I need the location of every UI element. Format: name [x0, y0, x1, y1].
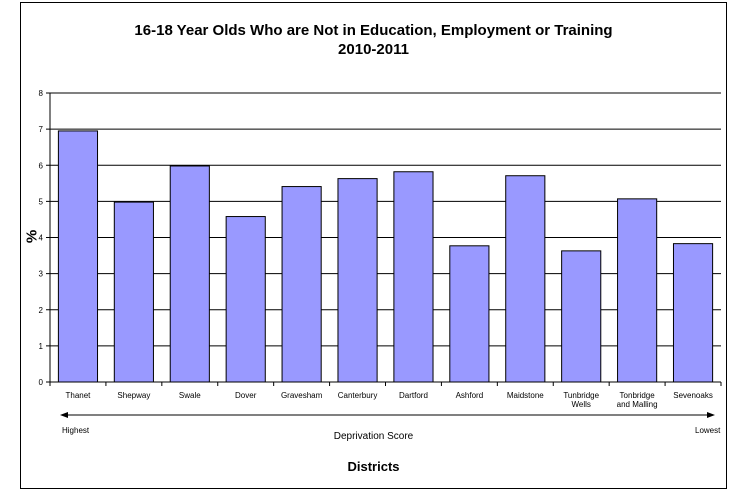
y-axis-label: % [23, 229, 41, 244]
y-tick-label: 1 [39, 342, 44, 351]
bar-canterbury [337, 178, 378, 383]
y-tick-label: 6 [39, 161, 44, 170]
x-tick-label: Swale [179, 391, 201, 400]
x-tick-label: Ashford [456, 391, 484, 400]
arrow-right-label: Lowest [695, 426, 721, 435]
chart-title-line-2: 2010-2011 [338, 41, 409, 58]
x-tick-label: Sevenoaks [673, 391, 713, 400]
bar-sevenoaks [672, 243, 714, 383]
bar-dartford [393, 171, 434, 383]
y-tick-label: 4 [39, 234, 44, 243]
deprivation-arrow [60, 412, 715, 418]
y-tick-label: 3 [39, 270, 44, 279]
y-tick-label: 5 [39, 197, 44, 206]
bar-thanet [57, 130, 99, 383]
arrow-head-left [60, 412, 68, 418]
x-tick-label: Gravesham [281, 391, 323, 400]
y-tick-label: 2 [39, 306, 44, 315]
y-tick-label: 8 [39, 89, 44, 98]
x-tick-label: Shepway [117, 391, 150, 400]
x-tick-label: Canterbury [338, 391, 378, 400]
axes: 0 1 2 3 4 5 6 7 8 Thanet Shepway Swale Dover Gravesha… [39, 89, 722, 409]
y-tick-label: 7 [39, 125, 44, 134]
bar-gravesham [281, 186, 322, 383]
bar-swale [169, 165, 210, 383]
bar-shepway [113, 201, 154, 383]
bars [57, 130, 714, 383]
x-tick-label: Thanet [66, 391, 92, 400]
bar-tunbridge-wells [561, 250, 602, 383]
x-tick-label: Tunbridge Wells [563, 391, 599, 409]
deprivation-score-label: Deprivation Score [333, 431, 414, 442]
x-tick-label: Dartford [399, 391, 428, 400]
bar-tonbridge-and-malling [617, 198, 658, 383]
x-tick-label: Maidstone [507, 391, 544, 400]
gridlines [50, 92, 721, 347]
y-tick-label: 0 [39, 378, 44, 387]
arrow-head-right [707, 412, 715, 418]
bar-ashford [449, 245, 490, 383]
x-tick-label: Dover [235, 391, 257, 400]
bar-dover [225, 216, 266, 383]
arrow-left-label: Highest [62, 426, 90, 435]
x-tick-label: Tonbridge and Malling [617, 391, 658, 409]
chart-title-line-1: 16-18 Year Olds Who are Not in Education… [134, 22, 613, 39]
bar-maidstone [505, 175, 546, 383]
x-axis-label: Districts [347, 459, 400, 474]
